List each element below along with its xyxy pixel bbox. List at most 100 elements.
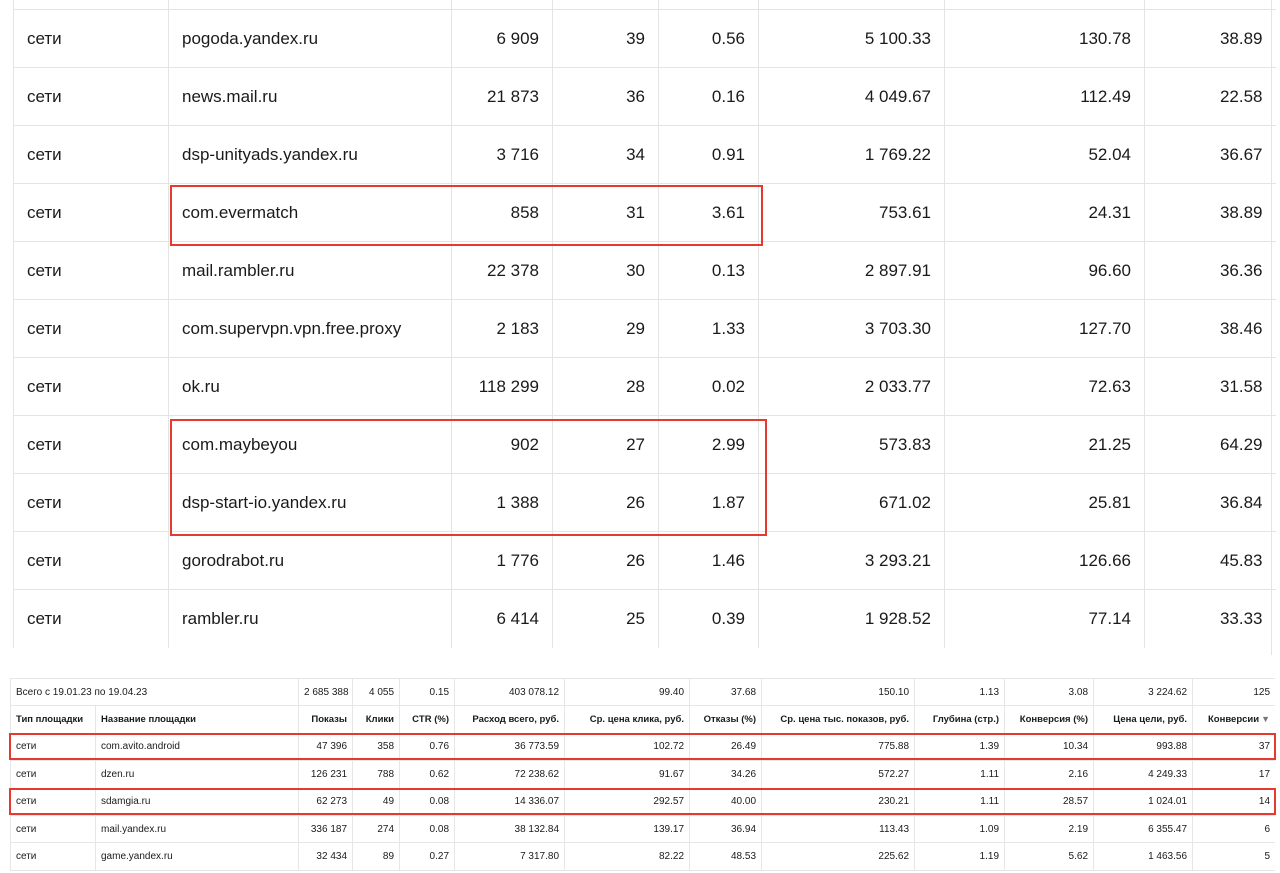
cell-site: pogoda.yandex.ru (168, 9, 452, 68)
cell-depth: 1.19 (914, 842, 1006, 871)
cell-shows: 858 (451, 183, 553, 242)
cell-site: com.supervpn.vpn.free.proxy (168, 299, 452, 358)
header-conv-rate[interactable]: Конверсия (%) (1004, 705, 1095, 734)
header-spend[interactable]: Расход всего, руб. (454, 705, 566, 734)
sort-desc-icon[interactable]: ▼ (1261, 714, 1271, 725)
table-row: сети dsp-start-io.yandex.ru 1 388 26 1.87 671… (13, 473, 1276, 532)
header-bounce[interactable]: Отказы (%) (689, 705, 763, 734)
table-row: сети dsp-unityads.yandex.ru 3 716 34 0.91 1 7… (13, 125, 1276, 184)
cell-cpm: 775.88 (761, 732, 916, 762)
table-row: сети com.maybeyou 902 27 2.99 573.83 21.25 64.2… (13, 415, 1276, 474)
header-depth[interactable]: Глубина (стр.) (914, 705, 1006, 734)
cell-depth: 1.09 (914, 814, 1006, 844)
cell-shows: 1 776 (451, 531, 553, 590)
cell-clicks: 31 (552, 183, 659, 242)
totals-ctr: 0.15 (399, 678, 456, 707)
header-goal-cost[interactable]: Цена цели, руб. (1093, 705, 1194, 734)
cell-spend: 5 100.33 (758, 9, 945, 68)
table-row[interactable]: сети game.yandex.ru 32 434 89 0.27 7 317.80 82… (10, 842, 1275, 871)
header-shows[interactable]: Показы (298, 705, 354, 734)
cell-bounce: 48.53 (689, 842, 763, 871)
header-site[interactable]: Название площадки (94, 705, 300, 734)
cell-bounce: 38.89 (1144, 183, 1276, 242)
table-row: сети pogoda.yandex.ru 6 909 39 0.56 5 100.33 1… (13, 9, 1276, 68)
cell-site: game.yandex.ru (94, 842, 300, 871)
cell-shows: 47 396 (298, 732, 354, 762)
cell-shows: 1 388 (451, 473, 553, 532)
header-row: Тип площадки Название площадки Показы Кл… (10, 705, 1275, 734)
table-row[interactable]: сети com.avito.android 47 396 358 0.76 36 773… (10, 732, 1275, 762)
cell-type: сети (10, 787, 96, 816)
cell-bounce: 33.33 (1144, 589, 1276, 648)
cell-clicks: 36 (552, 67, 659, 126)
cell-clicks: 39 (552, 9, 659, 68)
cell-type: сети (13, 415, 169, 474)
cell-site: com.evermatch (168, 183, 452, 242)
cell-conv-rate: 28.57 (1004, 787, 1095, 816)
table-row: сети ok.ru 118 299 28 0.02 2 033.77 72.63 31.58 (13, 357, 1276, 416)
cell-ctr: 0.13 (658, 241, 759, 300)
cell-cpc: 25.81 (944, 473, 1145, 532)
cell-clicks: 358 (352, 732, 401, 762)
table-row: сети rambler.ru 6 414 25 0.39 1 928.52 77.14 33… (13, 589, 1276, 648)
table-row: сети mail.rambler.ru 22 378 30 0.13 2 897.91 9… (13, 241, 1276, 300)
cell-conv-rate: 2.19 (1004, 814, 1095, 844)
cell-site: news.mail.ru (168, 67, 452, 126)
header-cpc[interactable]: Ср. цена клика, руб. (564, 705, 691, 734)
cell-site: sdamgia.ru (94, 787, 300, 816)
cell-goal-cost: 1 463.56 (1093, 842, 1194, 871)
cell-conv-rate: 5.62 (1004, 842, 1095, 871)
cell-site: ok.ru (168, 357, 452, 416)
cell-bounce: 40.00 (689, 787, 763, 816)
cell-ctr: 0.02 (658, 357, 759, 416)
cell-shows: 902 (451, 415, 553, 474)
cell-site: dsp-unityads.yandex.ru (168, 125, 452, 184)
cell-ctr: 1.46 (658, 531, 759, 590)
cell-clicks: 30 (552, 241, 659, 300)
table-row[interactable]: сети dzen.ru 126 231 788 0.62 72 238.62 91.67 3… (10, 760, 1275, 789)
cell-depth: 1.39 (914, 732, 1006, 762)
totals-clicks: 4 055 (352, 678, 401, 707)
cell-site: rambler.ru (168, 589, 452, 648)
header-clicks[interactable]: Клики (352, 705, 401, 734)
cell-clicks: 274 (352, 814, 401, 844)
cell-shows: 2 183 (451, 299, 553, 358)
cell-bounce: 36.94 (689, 814, 763, 844)
cell-type: сети (13, 589, 169, 648)
cell-conversions: 14 (1192, 787, 1275, 816)
cell-shows: 32 434 (298, 842, 354, 871)
cell-cpc: 126.66 (944, 531, 1145, 590)
cell-clicks: 26 (552, 473, 659, 532)
table-row: сети news.mail.ru 21 873 36 0.16 4 049.67 112.… (13, 67, 1276, 126)
header-ctr[interactable]: CTR (%) (399, 705, 456, 734)
cell-type: сети (13, 531, 169, 590)
header-type[interactable]: Тип площадки (10, 705, 96, 734)
cell-spend: 3 703.30 (758, 299, 945, 358)
cell-type: сети (13, 299, 169, 358)
table-row[interactable]: сети mail.yandex.ru 336 187 274 0.08 38 132.8… (10, 814, 1275, 844)
cell-cpc: 52.04 (944, 125, 1145, 184)
cell-shows: 336 187 (298, 814, 354, 844)
cell-spend: 4 049.67 (758, 67, 945, 126)
cell-spend: 72 238.62 (454, 760, 566, 789)
table-border (1271, 0, 1272, 655)
cell-clicks: 49 (352, 787, 401, 816)
cell-ctr: 1.33 (658, 299, 759, 358)
header-conversions[interactable]: Конверсии ▼ (1192, 705, 1275, 734)
table-row[interactable]: сети sdamgia.ru 62 273 49 0.08 14 336.07 292.5… (10, 787, 1275, 816)
totals-goal-cost: 3 224.62 (1093, 678, 1194, 707)
cell-goal-cost: 993.88 (1093, 732, 1194, 762)
cell-ctr: 0.76 (399, 732, 456, 762)
cell-shows: 118 299 (451, 357, 553, 416)
header-cpm[interactable]: Ср. цена тыс. показов, руб. (761, 705, 916, 734)
cell-goal-cost: 4 249.33 (1093, 760, 1194, 789)
cell-spend: 2 897.91 (758, 241, 945, 300)
cell-clicks: 26 (552, 531, 659, 590)
cell-type: сети (13, 125, 169, 184)
cell-bounce: 45.83 (1144, 531, 1276, 590)
cell-cpc: 82.22 (564, 842, 691, 871)
cell-site: dsp-start-io.yandex.ru (168, 473, 452, 532)
cell-clicks: 34 (552, 125, 659, 184)
cell-ctr: 3.61 (658, 183, 759, 242)
cell-clicks: 788 (352, 760, 401, 789)
